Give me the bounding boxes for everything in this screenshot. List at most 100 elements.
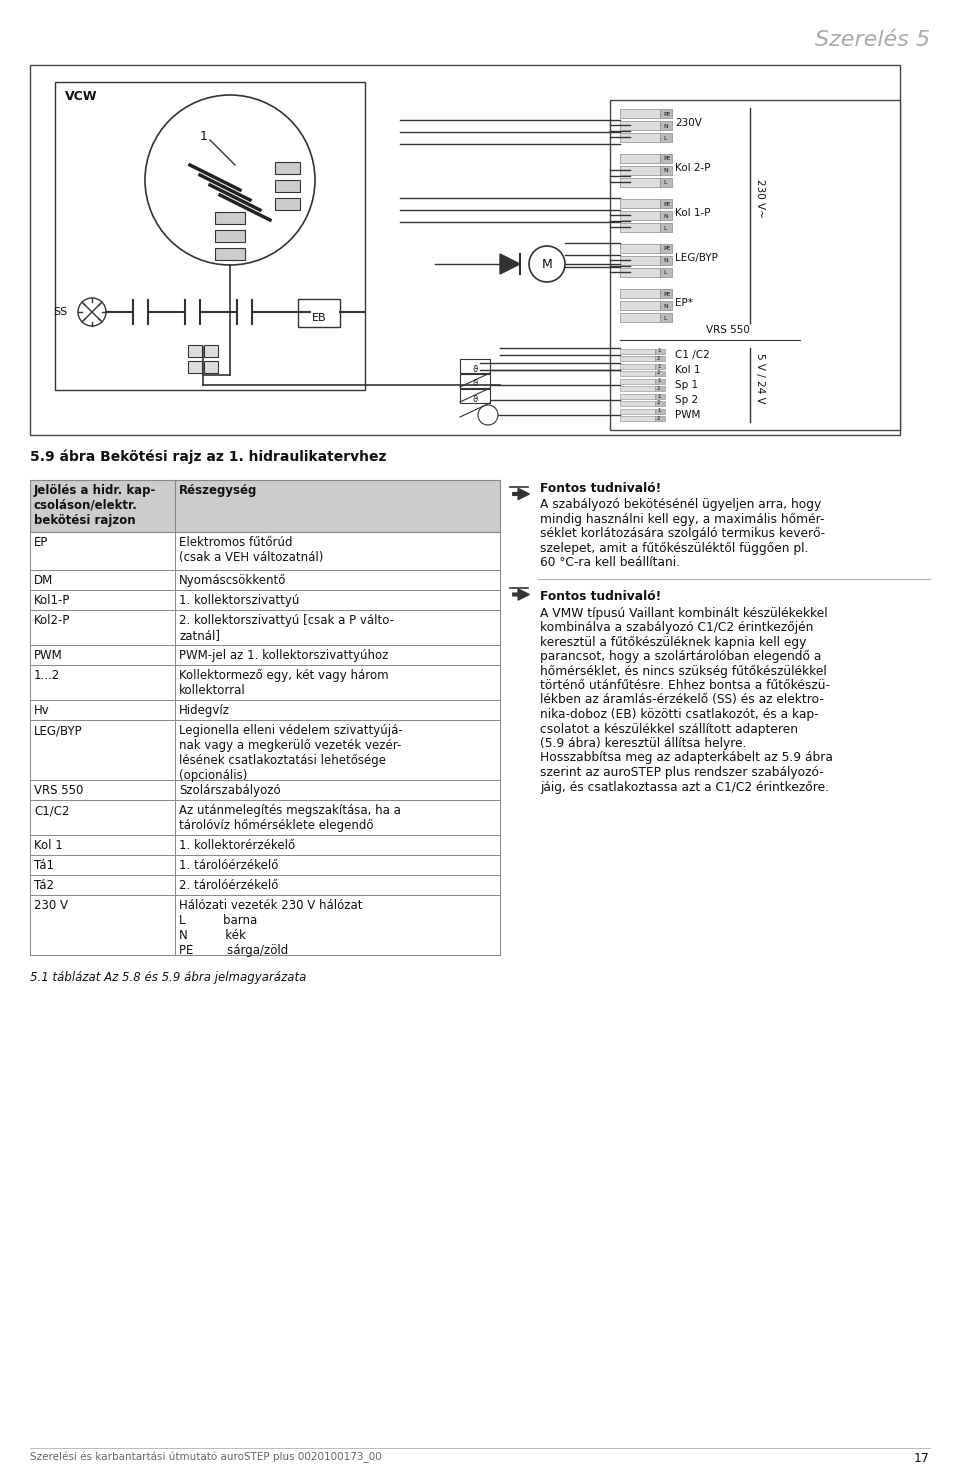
Bar xyxy=(30,65,900,435)
Text: Szolárszabályozó: Szolárszabályozó xyxy=(179,784,280,798)
Text: VCW: VCW xyxy=(65,89,98,103)
Bar xyxy=(620,409,655,413)
Bar xyxy=(620,355,655,361)
Bar xyxy=(660,301,672,309)
Bar xyxy=(620,199,660,208)
Text: hőmérséklet, és nincs szükség fűtőkészülékkel: hőmérséklet, és nincs szükség fűtőkészül… xyxy=(540,664,827,677)
Text: A VMW típusú Vaillant kombinált készülékekkel: A VMW típusú Vaillant kombinált készülék… xyxy=(540,607,828,620)
Text: 1: 1 xyxy=(657,378,660,384)
Text: Kollektormező egy, két vagy három
kollektorral: Kollektormező egy, két vagy három kollek… xyxy=(179,668,389,698)
Bar xyxy=(620,223,660,232)
Text: Kol1-P: Kol1-P xyxy=(34,594,70,607)
Circle shape xyxy=(529,246,565,281)
Text: 1. kollektorérzékelő: 1. kollektorérzékelő xyxy=(179,839,295,852)
Text: kombinálva a szabályozó C1/C2 érintkezőjén: kombinálva a szabályozó C1/C2 érintkezőj… xyxy=(540,622,813,635)
Text: N: N xyxy=(663,123,668,129)
Text: N: N xyxy=(663,169,668,173)
Text: szelepet, amit a fűtőkészüléktől függően pl.: szelepet, amit a fűtőkészüléktől függően… xyxy=(540,541,808,554)
Text: Hosszabbítsa meg az adapterkábelt az 5.9 ábra: Hosszabbítsa meg az adapterkábelt az 5.9… xyxy=(540,752,833,764)
Bar xyxy=(620,400,655,406)
Text: séklet korlátozására szolgáló termikus keverő-: séklet korlátozására szolgáló termikus k… xyxy=(540,526,826,539)
Bar xyxy=(275,180,300,192)
Bar xyxy=(620,211,660,220)
Bar xyxy=(188,345,202,358)
Text: 5 V / 24 V: 5 V / 24 V xyxy=(755,353,765,403)
Bar xyxy=(620,289,660,298)
Text: Szerelés 5: Szerelés 5 xyxy=(815,29,930,50)
Text: Kol 1: Kol 1 xyxy=(34,839,62,852)
Bar xyxy=(55,82,365,390)
Bar xyxy=(620,386,655,391)
Text: PE: PE xyxy=(663,201,670,207)
Bar xyxy=(460,359,490,372)
Bar xyxy=(660,122,672,130)
Bar xyxy=(620,415,655,421)
Bar xyxy=(620,371,655,375)
Bar xyxy=(660,166,672,174)
Bar xyxy=(660,314,672,323)
Text: PWM-jel az 1. kollektorszivattyúhoz: PWM-jel az 1. kollektorszivattyúhoz xyxy=(179,649,389,663)
Text: 5.1 táblázat Az 5.8 és 5.9 ábra jelmagyarázata: 5.1 táblázat Az 5.8 és 5.9 ábra jelmagya… xyxy=(30,970,306,984)
Bar xyxy=(660,108,672,117)
Text: 1. tárolóérzékelő: 1. tárolóérzékelő xyxy=(179,859,278,872)
Bar xyxy=(620,257,660,265)
Text: VRS 550: VRS 550 xyxy=(34,784,84,798)
Bar xyxy=(655,364,665,369)
Text: 2. tárolóérzékelő: 2. tárolóérzékelő xyxy=(179,880,278,891)
Text: PE: PE xyxy=(663,292,670,296)
Bar xyxy=(188,361,202,372)
Bar xyxy=(620,108,660,117)
Bar xyxy=(275,163,300,174)
Bar xyxy=(660,289,672,298)
Text: ϑ: ϑ xyxy=(472,365,478,374)
Bar xyxy=(660,268,672,277)
Text: Az utánmelegítés megszakítása, ha a
tárolóvíz hőmérséklete elegendő: Az utánmelegítés megszakítása, ha a táro… xyxy=(179,803,401,833)
Text: Kol 1-P: Kol 1-P xyxy=(675,208,710,218)
Bar xyxy=(215,213,245,224)
Bar xyxy=(655,415,665,421)
Bar xyxy=(655,409,665,413)
Bar xyxy=(620,122,660,130)
Text: Hidegvíz: Hidegvíz xyxy=(179,704,230,717)
Bar xyxy=(660,177,672,188)
Bar xyxy=(298,299,340,327)
Text: 2: 2 xyxy=(657,386,660,390)
Text: PWM: PWM xyxy=(34,649,62,663)
Text: LEG/BYP: LEG/BYP xyxy=(675,254,718,262)
Text: EP*: EP* xyxy=(675,298,693,308)
Bar xyxy=(660,154,672,163)
Text: Legionella elleni védelem szivattyújá-
nak vagy a megkerülő vezeték vezér-
lésén: Legionella elleni védelem szivattyújá- n… xyxy=(179,724,403,783)
Circle shape xyxy=(78,298,106,325)
Text: szerint az auroSTEP plus rendszer szabályozó-: szerint az auroSTEP plus rendszer szabál… xyxy=(540,767,824,778)
Text: N: N xyxy=(663,303,668,308)
Text: PWM: PWM xyxy=(675,410,701,419)
Text: 2: 2 xyxy=(657,400,660,406)
Text: 60 °C-ra kell beállítani.: 60 °C-ra kell beállítani. xyxy=(540,556,680,569)
Text: EP: EP xyxy=(34,537,48,548)
Bar xyxy=(620,166,660,174)
Text: Sp 2: Sp 2 xyxy=(675,394,698,405)
Text: Fontos tudnivaló!: Fontos tudnivaló! xyxy=(540,482,661,496)
Text: 2: 2 xyxy=(657,355,660,361)
Text: PE: PE xyxy=(663,111,670,116)
Text: C1/C2: C1/C2 xyxy=(34,803,69,817)
Bar xyxy=(275,198,300,210)
Bar xyxy=(620,268,660,277)
Text: 1...2: 1...2 xyxy=(34,668,60,682)
Text: Részegység: Részegység xyxy=(179,484,257,497)
Text: 17: 17 xyxy=(914,1451,930,1465)
Text: Tá1: Tá1 xyxy=(34,859,54,872)
Bar xyxy=(620,364,655,369)
Bar xyxy=(655,355,665,361)
Text: VRS 550: VRS 550 xyxy=(707,325,750,336)
Bar xyxy=(655,349,665,353)
Text: SS: SS xyxy=(53,306,67,317)
Text: lékben az áramlás-érzékelő (SS) és az elektro-: lékben az áramlás-érzékelő (SS) és az el… xyxy=(540,693,824,707)
Text: mindig használni kell egy, a maximális hőmér-: mindig használni kell egy, a maximális h… xyxy=(540,513,825,526)
Text: N: N xyxy=(663,258,668,264)
Bar xyxy=(660,223,672,232)
Text: DM: DM xyxy=(34,575,53,586)
Bar xyxy=(620,177,660,188)
Polygon shape xyxy=(500,254,520,274)
Text: 230 V~: 230 V~ xyxy=(755,179,765,217)
